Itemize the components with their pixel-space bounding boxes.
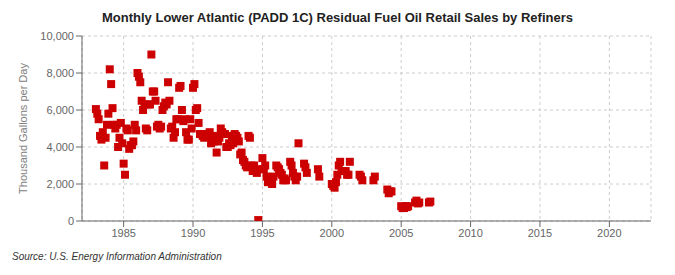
- svg-text:1995: 1995: [250, 227, 274, 239]
- svg-text:2005: 2005: [389, 227, 413, 239]
- svg-text:10,000: 10,000: [40, 30, 74, 42]
- svg-text:1990: 1990: [181, 227, 205, 239]
- svg-text:2010: 2010: [458, 227, 482, 239]
- svg-text:4,000: 4,000: [46, 141, 74, 153]
- svg-text:2000: 2000: [320, 227, 344, 239]
- svg-text:1985: 1985: [111, 227, 135, 239]
- html-text:Source: U.S. Energy Informatio: Source: U.S. Energy Information Administ…: [12, 251, 222, 262]
- svg-text:0: 0: [68, 215, 74, 227]
- svg-text:2,000: 2,000: [46, 178, 74, 190]
- svg-text:6,000: 6,000: [46, 104, 74, 116]
- svg-text:2020: 2020: [597, 227, 621, 239]
- svg-text:8,000: 8,000: [46, 67, 74, 79]
- svg-text:Thousand Gallons per Day: Thousand Gallons per Day: [17, 63, 29, 194]
- html-text:Monthly Lower Atlantic (PADD 1: Monthly Lower Atlantic (PADD 1C) Residua…: [102, 10, 573, 25]
- svg-text:2015: 2015: [528, 227, 552, 239]
